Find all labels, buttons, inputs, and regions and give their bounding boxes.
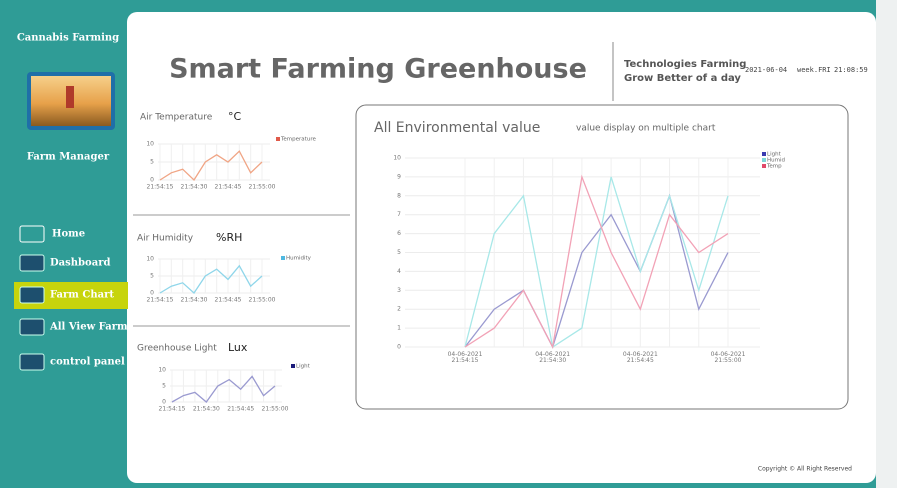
y-tick-label: 6 (397, 230, 401, 237)
y-tick-label: 5 (162, 383, 166, 390)
x-tick-label: 21:55:00 (249, 184, 276, 191)
x-tick-label: 21:54:15 (147, 297, 174, 304)
x-tick-label: 21:54:30 (181, 184, 208, 191)
x-tick-label: 21:54:30 (181, 297, 208, 304)
brand: Cannabis Farming (17, 33, 119, 44)
time: 21:08:59 (834, 66, 868, 74)
legend-swatch (281, 256, 285, 260)
x-tick-label: 21:54:45 (227, 406, 254, 413)
legend-swatch (762, 158, 766, 162)
x-tick-label: 21:54:45 (215, 184, 242, 191)
x-tick-label: 21:54:45 (215, 297, 242, 304)
menu-item[interactable]: Farm Chart (50, 290, 114, 301)
legend-swatch (762, 152, 766, 156)
y-tick-label: 9 (397, 173, 401, 180)
y-tick-label: 8 (397, 192, 401, 199)
y-tick-label: 3 (397, 287, 401, 294)
chart-unit: %RH (216, 231, 242, 244)
tagline: Grow Better of a day (624, 73, 741, 84)
legend-swatch (276, 137, 280, 141)
legend-swatch (291, 364, 295, 368)
legend-swatch (762, 164, 766, 168)
tagline: Technologies Farming (624, 59, 746, 70)
y-tick-label: 10 (158, 367, 166, 374)
y-tick-label: 5 (397, 249, 401, 256)
chart-subtitle: value display on multiple chart (576, 124, 716, 134)
legend-label: Humidity (286, 256, 312, 262)
weekday: week.FRI (797, 66, 831, 74)
copyright: Copyright © All Right Reserved (758, 466, 852, 473)
y-tick-label: 10 (393, 155, 401, 162)
legend-label: Light (296, 364, 311, 370)
y-tick-label: 10 (146, 141, 154, 148)
chart-title: All Environmental value (374, 120, 540, 136)
menu-icon (20, 354, 44, 370)
chart-title: Greenhouse Light (137, 344, 217, 354)
menu-item[interactable]: control panel (50, 357, 125, 368)
y-tick-label: 0 (397, 344, 401, 351)
x-tick-label: 21:54:15 (147, 184, 174, 191)
x-tick-label: 21:55:00 (249, 297, 276, 304)
y-tick-label: 10 (146, 256, 154, 263)
y-tick-label: 0 (150, 177, 154, 184)
y-tick-label: 5 (150, 273, 154, 280)
menu-item[interactable]: All View Farm (49, 322, 128, 333)
menu-item[interactable]: Home (52, 229, 85, 240)
y-tick-label: 1 (397, 325, 401, 332)
farmer (66, 86, 74, 108)
chart-title: Air Humidity (137, 234, 194, 244)
chart-title: Air Temperature (140, 113, 213, 123)
manager: Farm Manager (27, 152, 110, 163)
chart-unit: Lux (228, 341, 248, 354)
chart-unit: °C (228, 110, 242, 123)
page-title: Smart Farming Greenhouse (169, 54, 587, 85)
menu-icon (20, 319, 44, 335)
y-tick-label: 2 (397, 306, 401, 313)
y-tick-label: 4 (397, 268, 401, 275)
y-tick-label: 5 (150, 159, 154, 166)
y-tick-label: 0 (162, 399, 166, 406)
x-tick-label: 21:54:15 (159, 406, 186, 413)
scroll-strip (876, 0, 897, 488)
menu-icon (20, 255, 44, 271)
legend-label: Temperature (280, 137, 316, 143)
menu-icon (20, 287, 44, 303)
page: Cannabis Farming Farm Manager Home Dashbo… (0, 0, 897, 488)
menu-item[interactable]: Dashboard (50, 258, 110, 269)
y-tick-label: 7 (397, 211, 401, 218)
legend-label: Temp (766, 164, 782, 170)
x-tick-label: 21:54:30 (193, 406, 220, 413)
y-tick-label: 0 (150, 290, 154, 297)
date: 2021-06-04 (745, 66, 787, 74)
screen: Cannabis Farming Farm Manager Home Dashbo… (0, 0, 897, 488)
x-tick-label: 21:55:00 (262, 406, 289, 413)
